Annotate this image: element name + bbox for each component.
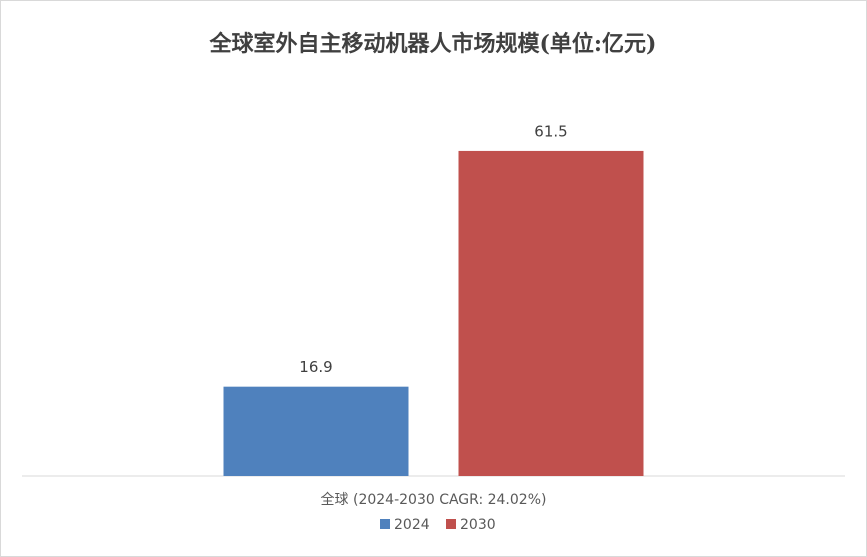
data-label: 61.5 bbox=[534, 122, 567, 140]
legend-label: 2024 bbox=[394, 517, 430, 533]
legend-swatch bbox=[380, 519, 390, 529]
bar bbox=[458, 150, 644, 476]
legend-label: 2030 bbox=[460, 517, 496, 533]
bar bbox=[223, 386, 409, 476]
x-tick-label: 全球 (2024-2030 CAGR: 24.02%) bbox=[321, 491, 547, 508]
legend-swatch bbox=[446, 519, 456, 529]
data-label: 16.9 bbox=[299, 358, 332, 376]
chart-title: 全球室外自主移动机器人市场规模(单位:亿元) bbox=[209, 31, 657, 57]
